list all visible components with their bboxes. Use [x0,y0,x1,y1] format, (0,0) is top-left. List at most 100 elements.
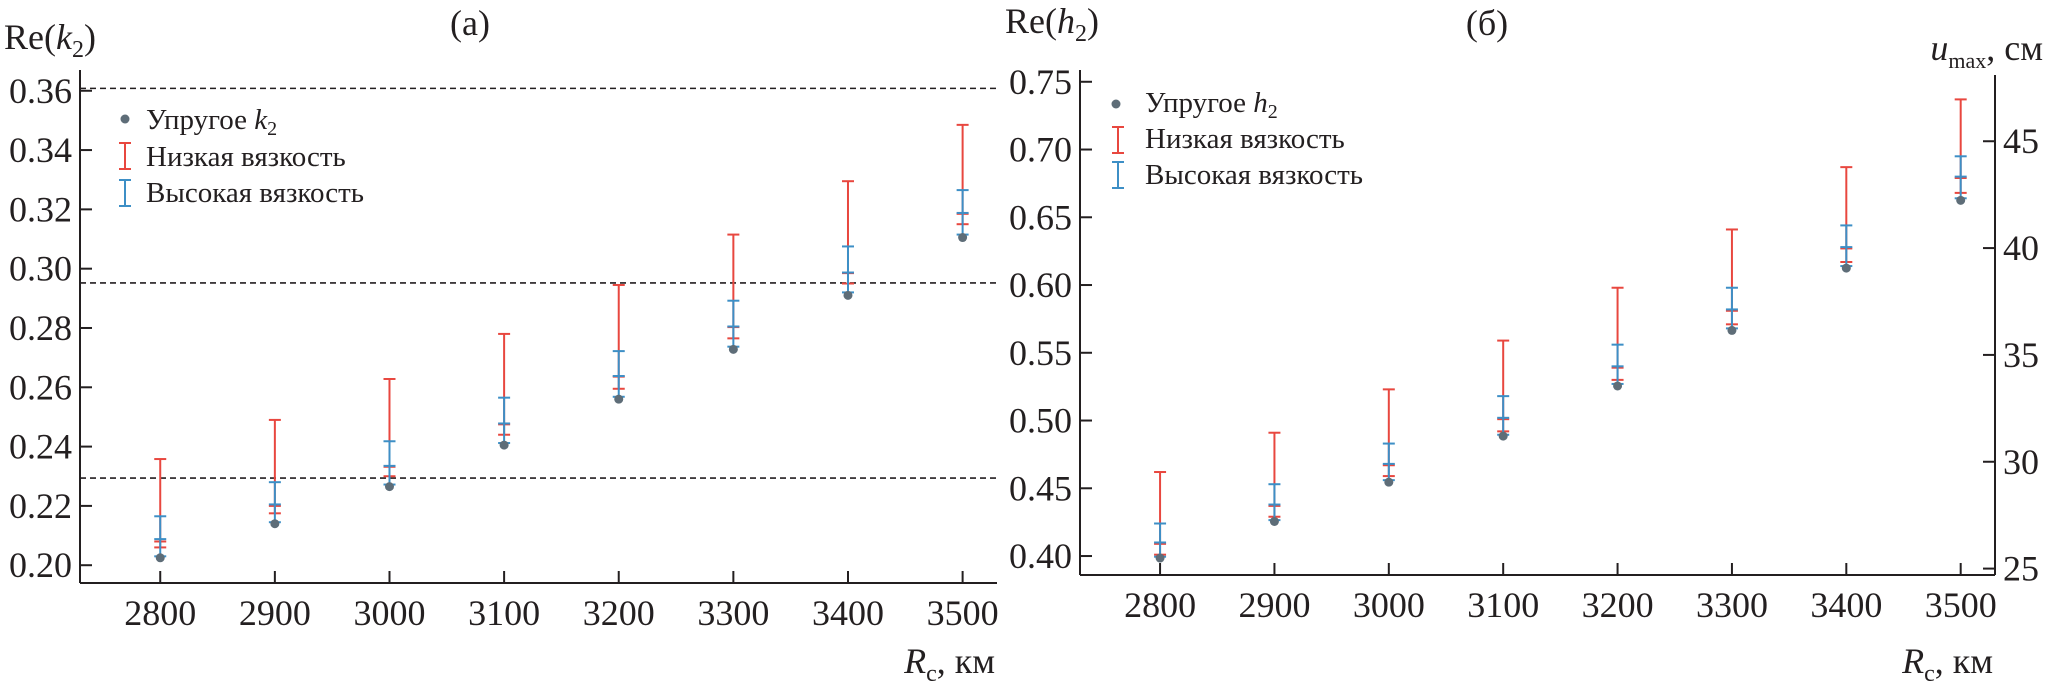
panel-b-y-ticks: 0.40 0.45 0.50 0.55 0.60 0.65 0.70 0.75 [1009,62,1092,576]
high-viscosity-errorbar [498,396,511,445]
high-viscosity-errorbar [727,299,740,348]
panel-a-title: (а) [450,3,490,43]
legend-label-low-viscosity: Низкая вязкость [1145,123,1345,155]
high-viscosity-errorbar [1497,395,1510,436]
x-tick-label: 2800 [124,593,196,633]
y-tick-label: 0.20 [9,545,72,585]
panel-b-ylabel: Re(h2) [1005,1,1099,47]
legend-marker-high-viscosity [1112,161,1124,189]
high-viscosity-errorbar [1382,442,1395,482]
x-tick-label: 3200 [1582,585,1654,625]
legend-label-elastic-k2: Упругое k2 [146,104,277,140]
legend-marker-point [120,114,130,124]
y2-tick-label: 30 [2003,442,2039,482]
legend-label-high-viscosity: Высокая вязкость [146,177,364,209]
high-viscosity-errorbar [268,481,281,524]
elastic-point [728,344,738,354]
elastic-point [1613,381,1623,391]
panel-b-legend: Упругое h2 Низкая вязкость Высокая вязко… [1111,87,1363,191]
y-tick-label: 0.34 [9,130,72,170]
panel-b: (б) Re(h2) umax, см Rc, км 0.400.450.500… [1005,1,2043,687]
y-tick-label: 0.65 [1009,197,1072,237]
y-tick-label: 0.30 [9,249,72,289]
high-viscosity-errorbar [1154,522,1167,558]
panel-a-y-ticks: 0.20 0.22 0.24 0.26 0.28 0.30 0.32 0.34 0.36 [9,71,92,585]
high-viscosity-errorbar [154,515,167,558]
y-tick-label: 0.22 [9,486,72,526]
elastic-point [958,233,968,243]
legend-label-low-viscosity: Низкая вязкость [146,141,346,173]
elastic-point [1841,263,1851,273]
panel-a: (а) Re(k2) Rc, км 0.200.220.240.260.280.… [4,3,999,687]
panel-b-y2label: umax, см [1930,28,2043,73]
y-tick-label: 0.50 [1009,401,1072,441]
high-viscosity-errorbar [1840,224,1853,268]
elastic-point [1269,516,1279,526]
x-tick-label: 3300 [697,593,769,633]
high-viscosity-errorbar [612,350,625,398]
y-tick-label: 0.36 [9,71,72,111]
y-tick-label: 0.24 [9,427,72,467]
y-tick-label: 0.32 [9,189,72,229]
legend-label-elastic-h2: Упругое h2 [1145,87,1278,123]
elastic-point [155,553,165,563]
y-tick-label: 0.55 [1009,333,1072,373]
y-tick-label: 0.75 [1009,62,1072,102]
elastic-point [1956,195,1966,205]
elastic-point [384,482,394,492]
high-viscosity-errorbar [1611,343,1624,385]
panel-a-legend: Упругое k2 Низкая вязкость Высокая вязко… [119,104,364,209]
x-tick-label: 3300 [1696,585,1768,625]
legend-marker-point [1111,99,1121,109]
panel-a-axes [79,70,997,584]
y2-tick-label: 40 [2003,228,2039,268]
x-tick-label: 3500 [927,593,999,633]
high-viscosity-errorbar [956,189,969,236]
y2-tick-label: 25 [2003,549,2039,589]
panel-b-title: (б) [1466,3,1508,43]
elastic-point [843,290,853,300]
x-tick-label: 2900 [239,593,311,633]
y-tick-label: 0.70 [1009,130,1072,170]
panel-b-y2-ticks: 25 30 35 40 45 [1983,121,2039,589]
legend-marker-low-viscosity [119,142,131,170]
elastic-point [1155,553,1165,563]
elastic-point [270,519,280,529]
y-tick-label: 0.45 [1009,468,1072,508]
panel-b-axes [1079,70,1996,576]
y2-tick-label: 45 [2003,121,2039,161]
x-tick-label: 3100 [468,593,540,633]
panel-b-xlabel: Rc, км [1901,641,1993,687]
x-tick-label: 3400 [812,593,884,633]
high-viscosity-errorbar [841,245,854,294]
x-tick-label: 3200 [583,593,655,633]
y2-tick-label: 35 [2003,335,2039,375]
high-viscosity-errorbar [1268,483,1281,522]
x-tick-label: 3000 [1353,585,1425,625]
elastic-point [499,440,509,450]
legend-marker-high-viscosity [119,179,131,207]
elastic-point [614,394,624,404]
y-tick-label: 0.40 [1009,536,1072,576]
panel-b-data [1154,98,1967,563]
x-tick-label: 3100 [1467,585,1539,625]
panel-a-xlabel: Rc, км [903,641,995,687]
elastic-point [1727,325,1737,335]
y-tick-label: 0.26 [9,367,72,407]
panel-a-x-ticks: 2800 2900 3000 3100 3200 3300 3400 3500 [124,571,999,633]
elastic-point [1384,477,1394,487]
legend-marker-low-viscosity [1112,126,1124,154]
panel-a-data [154,123,969,563]
x-tick-label: 3400 [1810,585,1882,625]
y-tick-label: 0.60 [1009,265,1072,305]
high-viscosity-errorbar [1725,286,1738,330]
y-tick-label: 0.28 [9,308,72,348]
x-tick-label: 2900 [1238,585,1310,625]
panel-a-ylabel: Re(k2) [4,17,96,63]
x-tick-label: 3500 [1925,585,1997,625]
x-tick-label: 3000 [353,593,425,633]
legend-label-high-viscosity: Высокая вязкость [1145,159,1363,191]
elastic-point [1498,431,1508,441]
panel-b-x-ticks: 2800 2900 3000 3100 3200 3300 3400 3500 [1124,563,1997,625]
